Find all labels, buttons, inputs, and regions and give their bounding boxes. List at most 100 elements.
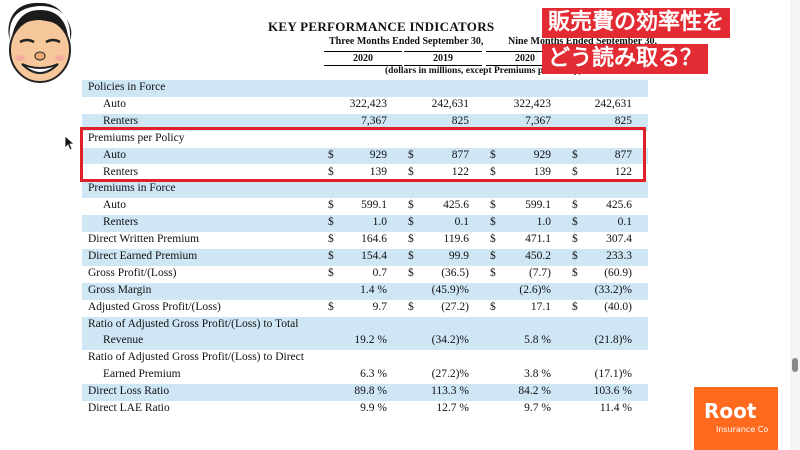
row-label: Auto bbox=[103, 199, 126, 212]
value-cell: (7.7) bbox=[528, 266, 551, 279]
units-note: (dollars in millions, except Premiums pe… bbox=[385, 66, 582, 76]
table-row: Gross Margin 1.4 % (45.9)% (2.6)% (33.2)% bbox=[82, 282, 648, 300]
row-label: Direct LAE Ratio bbox=[88, 402, 170, 415]
dollar-sign: $ bbox=[490, 300, 496, 313]
value-cell: 119.6 bbox=[443, 233, 469, 246]
value-cell: (2.6)% bbox=[519, 283, 551, 296]
dollar-sign: $ bbox=[490, 199, 496, 212]
dollar-sign: $ bbox=[572, 250, 578, 262]
table-row: Direct Loss Ratio 89.8 % 113.3 % 84.2 % 103.… bbox=[82, 384, 648, 402]
table-row: Auto $929 $877 $929 $877 bbox=[82, 147, 648, 165]
dollar-sign: $ bbox=[408, 199, 414, 212]
row-label: Direct Earned Premium bbox=[88, 250, 198, 262]
row-label: Gross Profit/(Loss) bbox=[88, 266, 177, 279]
value-cell: 9.9 % bbox=[360, 402, 387, 415]
value-cell: 6.3 % bbox=[360, 368, 387, 381]
root-logo: Root Insurance Co bbox=[694, 387, 778, 450]
value-cell: 929 bbox=[533, 148, 551, 161]
dollar-sign: $ bbox=[408, 165, 414, 178]
value-cell: 122 bbox=[451, 165, 469, 178]
value-cell: 17.1 bbox=[530, 300, 551, 313]
table-row: Auto 322,423 242,631 322,423 242,631 bbox=[82, 97, 648, 114]
table-row: Renters $1.0 $0.1 $1.0 $0.1 bbox=[82, 215, 648, 233]
dollar-sign: $ bbox=[572, 233, 578, 246]
row-label: Renters bbox=[103, 165, 139, 178]
row-label: Renters bbox=[103, 216, 139, 229]
row-label: Ratio of Adjusted Gross Profit/(Loss) to… bbox=[88, 351, 304, 364]
value-cell: 425.6 bbox=[606, 199, 632, 212]
dollar-sign: $ bbox=[572, 300, 578, 313]
value-cell: 877 bbox=[451, 148, 469, 161]
highlight-box bbox=[80, 127, 646, 182]
three-months-header: Three Months Ended September 30, bbox=[329, 36, 484, 47]
dollar-sign: $ bbox=[328, 266, 334, 279]
dollar-sign: $ bbox=[408, 216, 414, 229]
row-label: Direct Loss Ratio bbox=[88, 385, 170, 398]
value-cell: 471.1 bbox=[525, 233, 551, 246]
value-cell: 5.8 % bbox=[524, 334, 551, 347]
presenter-avatar bbox=[8, 2, 72, 83]
value-cell: (27.2) bbox=[441, 300, 469, 313]
value-cell: (60.9) bbox=[604, 266, 632, 279]
logo-name: Root bbox=[704, 399, 757, 423]
value-cell: (27.2)% bbox=[431, 368, 469, 381]
dollar-sign: $ bbox=[328, 300, 334, 313]
section-label: Premiums in Force bbox=[88, 182, 176, 195]
value-cell: 99.9 bbox=[448, 250, 469, 262]
row-label: Adjusted Gross Profit/(Loss) bbox=[88, 300, 221, 313]
value-cell: 825 bbox=[451, 114, 469, 127]
section-header-row: Premiums per Policy bbox=[82, 131, 648, 148]
row-label: Renters bbox=[103, 114, 139, 127]
value-cell: 450.2 bbox=[525, 250, 551, 262]
dollar-sign: $ bbox=[572, 266, 578, 279]
dollar-sign: $ bbox=[572, 165, 578, 178]
dollar-sign: $ bbox=[490, 266, 496, 279]
value-cell: 12.7 % bbox=[436, 402, 469, 415]
scrollbar-track[interactable] bbox=[790, 0, 800, 450]
row-label: Auto bbox=[103, 148, 126, 161]
value-cell: (21.8)% bbox=[594, 334, 632, 347]
table-row: Gross Profit/(Loss) $0.7 $ (36.5) $ (7.7) $ (60… bbox=[82, 266, 648, 283]
row-label: Direct Written Premium bbox=[88, 233, 200, 246]
value-cell: 113.3 % bbox=[431, 385, 469, 398]
dollar-sign: $ bbox=[572, 148, 578, 161]
value-cell: 19.2 % bbox=[354, 334, 387, 347]
dollar-sign: $ bbox=[490, 216, 496, 229]
value-cell: 154.4 bbox=[361, 250, 387, 262]
value-cell: 1.4 % bbox=[360, 283, 387, 296]
value-cell: 322,423 bbox=[349, 97, 387, 110]
scrollbar-thumb[interactable] bbox=[792, 358, 798, 372]
value-cell: (33.2)% bbox=[594, 283, 632, 296]
table-row: Auto $599.1 $425.6 $599.1 $425.6 bbox=[82, 198, 648, 215]
value-cell: 7,367 bbox=[525, 114, 551, 127]
section-header-row: Premiums in Force bbox=[82, 181, 648, 199]
dollar-sign: $ bbox=[572, 216, 578, 229]
document-title: KEY PERFORMANCE INDICATORS bbox=[268, 19, 495, 34]
value-cell: 7,367 bbox=[361, 114, 387, 127]
dollar-sign: $ bbox=[490, 233, 496, 246]
section-label: Policies in Force bbox=[88, 81, 166, 93]
table-row: Renters $139 $122 $139 $122 bbox=[82, 165, 648, 182]
dollar-sign: $ bbox=[328, 165, 334, 178]
value-cell: 9.7 bbox=[372, 300, 387, 313]
dollar-sign: $ bbox=[328, 199, 334, 212]
value-cell: 599.1 bbox=[361, 199, 387, 212]
value-cell: 122 bbox=[614, 165, 632, 178]
value-cell: (40.0) bbox=[604, 300, 632, 313]
section-label: Premiums per Policy bbox=[88, 131, 185, 144]
value-cell: 164.6 bbox=[361, 233, 387, 246]
mouse-cursor-icon bbox=[64, 135, 76, 151]
dollar-sign: $ bbox=[408, 148, 414, 161]
row-label: Gross Margin bbox=[88, 283, 152, 296]
year-header: 2020 bbox=[324, 51, 402, 66]
value-cell: (34.2)% bbox=[431, 334, 469, 347]
row-label-continued: Earned Premium bbox=[103, 368, 181, 381]
dollar-sign: $ bbox=[328, 148, 334, 161]
value-cell: 11.4 % bbox=[599, 402, 632, 415]
logo-subtitle: Insurance Co bbox=[716, 425, 769, 434]
table-row: Renters 7,367 825 7,367 825 bbox=[82, 113, 648, 131]
value-cell: (45.9)% bbox=[431, 283, 469, 296]
value-cell: 0.1 bbox=[454, 216, 469, 229]
year-header: 2019 bbox=[404, 51, 482, 66]
value-cell: 1.0 bbox=[372, 216, 387, 229]
